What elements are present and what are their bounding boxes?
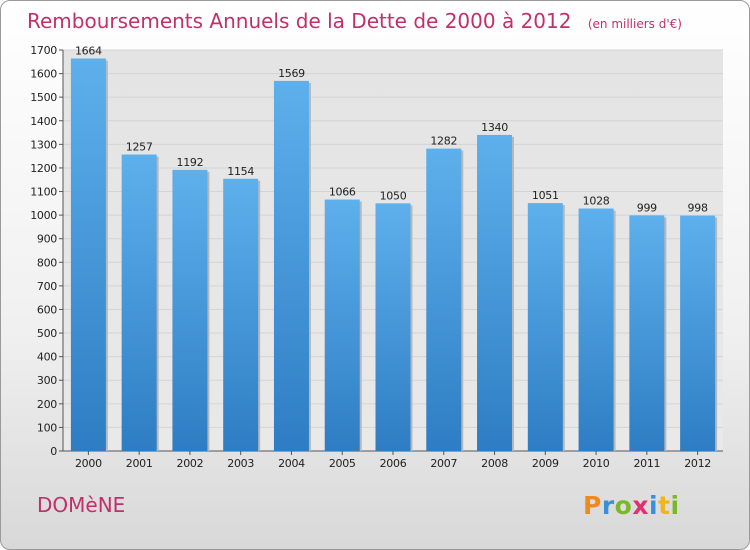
y-tick-label: 900 [37,233,57,246]
bar [121,154,157,451]
logo-letter: P [583,491,602,520]
value-label: 1192 [177,156,204,169]
x-tick-label: 2006 [380,457,407,470]
value-label: 999 [637,201,657,214]
value-label: 1028 [583,195,610,208]
y-tick-label: 1700 [30,44,57,57]
y-tick-label: 800 [37,256,57,269]
plot-area: 0 100 200 300 400 500 600 700 800 900 1000 1100 1200… [30,44,723,470]
value-label: 1340 [481,121,508,134]
x-tick-label: 2000 [75,457,102,470]
x-tick-label: 2001 [126,457,153,470]
x-tick-label: 2004 [278,457,305,470]
y-tick-label: 700 [37,280,57,293]
proxiti-logo: Proxiti [583,491,680,520]
bar [426,148,462,451]
logo-letter: t [658,491,671,520]
y-tick-label: 500 [37,327,57,340]
x-tick-label: 2011 [633,457,660,470]
value-label: 1569 [278,67,305,80]
y-tick-label: 1500 [30,91,57,104]
logo-letter: i [670,491,680,520]
y-tick-label: 100 [37,421,57,434]
y-tick-label: 1600 [30,68,57,81]
commune-name: DOMèNE [37,493,126,517]
logo-letter: x [632,491,649,520]
value-label: 1282 [430,135,457,148]
value-label: 1066 [329,186,356,199]
chart-subtitle: (en milliers d'€) [588,17,682,31]
y-tick-label: 400 [37,351,57,364]
value-label: 998 [688,202,708,215]
x-tick-label: 2010 [583,457,610,470]
bar [70,58,106,452]
x-tick-label: 2003 [227,457,254,470]
bar [578,208,614,451]
x-tick-label: 2012 [684,457,711,470]
value-label: 1050 [380,189,407,202]
bar [477,134,513,451]
value-label: 1257 [126,140,153,153]
y-tick-label: 1400 [30,115,57,128]
logo-letter: o [614,491,633,520]
bar [223,178,259,452]
y-tick-label: 300 [37,374,57,387]
bar [324,199,360,451]
y-tick-label: 0 [50,445,57,458]
chart-title: Remboursements Annuels de la Dette de 20… [27,9,682,33]
chart-title-main: Remboursements Annuels de la Dette de 20… [27,9,571,33]
value-label: 1664 [75,44,102,57]
y-tick-label: 1000 [30,209,57,222]
x-tick-label: 2009 [532,457,559,470]
y-tick-label: 1200 [30,162,57,175]
bar [527,203,563,451]
y-tick-label: 600 [37,303,57,316]
bar [375,203,411,451]
bar [629,215,665,451]
x-tick-label: 2005 [329,457,356,470]
y-tick-label: 200 [37,398,57,411]
bar [273,80,309,452]
value-label: 1154 [227,165,254,178]
y-tick-label: 1100 [30,186,57,199]
bar [680,215,716,451]
bar [172,169,208,451]
logo-letter: r [601,491,615,520]
logo-letter: i [649,491,659,520]
value-label: 1051 [532,189,559,202]
x-tick-label: 2008 [481,457,508,470]
x-tick-label: 2007 [430,457,457,470]
x-tick-label: 2002 [177,457,204,470]
y-tick-label: 1300 [30,138,57,151]
